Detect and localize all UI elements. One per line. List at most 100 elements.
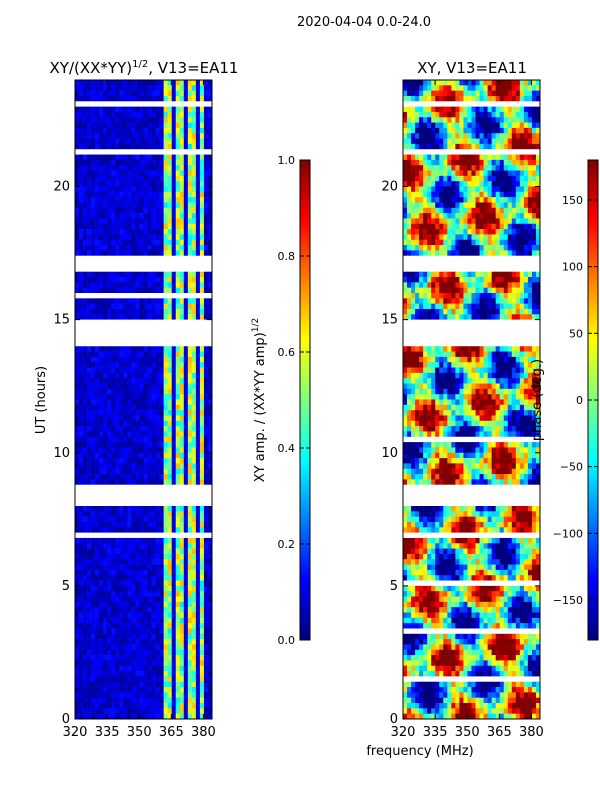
amp-cell [203, 500, 209, 507]
amp-cell [75, 202, 80, 209]
amp-cell [115, 324, 120, 331]
phase-cell [467, 170, 472, 177]
amp-cell [99, 601, 104, 608]
phase-cell [423, 165, 428, 171]
phase-cell [447, 207, 452, 214]
phase-cell [447, 80, 452, 86]
amp-cell [175, 713, 181, 720]
amp-cell [83, 95, 88, 102]
amp-cell [75, 548, 80, 555]
amp-cell [107, 649, 112, 656]
amp-cell [107, 495, 112, 501]
phase-cell [447, 197, 452, 203]
phase-cell [459, 154, 464, 161]
amp-cell [159, 239, 164, 246]
amp-cell [163, 324, 168, 331]
amp-cell [163, 106, 168, 113]
amp-cell [195, 559, 201, 565]
phase-cell [459, 186, 464, 193]
amp-cell [191, 106, 197, 113]
amp-cell [135, 692, 140, 699]
amp-cell [167, 143, 173, 150]
amp-cell [143, 713, 148, 720]
amp-cell [103, 378, 108, 384]
amp-cell [115, 463, 120, 470]
amp-cell [195, 367, 201, 374]
amp-cell [79, 191, 84, 198]
amp-cell [187, 580, 193, 587]
amp-cell [191, 537, 197, 544]
amp-cell [135, 596, 140, 603]
amp-cell [123, 431, 128, 438]
amp-cell [91, 106, 96, 113]
amp-cell [143, 356, 148, 363]
amp-cell [119, 516, 124, 523]
amp-cell [83, 372, 88, 379]
phase-cell [411, 149, 416, 155]
amp-cell [155, 255, 160, 262]
amp-cell [115, 90, 120, 97]
amp-cell [139, 580, 144, 587]
amp-cell [179, 521, 185, 528]
amp-cell [207, 303, 213, 310]
amp-cell [151, 703, 156, 709]
amp-cell [79, 596, 84, 603]
amp-cell [187, 553, 193, 560]
amp-cell [103, 255, 108, 262]
amp-cell [95, 612, 100, 619]
amp-cell [115, 516, 120, 523]
amp-cell [163, 559, 168, 565]
amp-cell [135, 468, 140, 475]
phase-cell [419, 95, 424, 102]
amp-cell [119, 303, 124, 310]
amp-cell [135, 154, 140, 161]
amp-cell [99, 271, 104, 278]
phase-cell [535, 85, 541, 91]
amp-cell [175, 490, 181, 496]
phase-cell [531, 143, 537, 150]
amp-cell [147, 388, 152, 395]
amp-cell [151, 697, 156, 704]
phase-cell [495, 181, 501, 187]
amp-cell [199, 431, 205, 438]
phase-cell [523, 80, 529, 86]
phase-cell [483, 133, 488, 139]
amp-cell [75, 601, 80, 608]
phase-cell [463, 101, 468, 107]
phase-cell [455, 95, 460, 102]
phase-cell [439, 165, 444, 171]
amp-cell [191, 271, 197, 278]
amp-cell [127, 106, 132, 113]
amp-cell [167, 543, 173, 549]
phase-cell [419, 207, 424, 214]
amp-cell [151, 458, 156, 464]
amp-cell [99, 335, 104, 342]
amp-cell [79, 383, 84, 390]
amp-cell [119, 495, 124, 501]
phase-cell [431, 85, 436, 91]
phase-cell [519, 95, 525, 102]
amp-cell [183, 665, 189, 672]
amp-cell [175, 335, 181, 342]
amp-cell [75, 585, 80, 592]
phase-cell [447, 90, 452, 97]
amp-cell [175, 127, 181, 134]
amp-cell [131, 101, 136, 107]
phase-cell [447, 202, 452, 209]
phase-cell [519, 138, 525, 145]
amp-cell [127, 186, 132, 193]
phase-cell [427, 181, 432, 187]
phase-cell [507, 154, 513, 161]
amp-cell [191, 516, 197, 523]
amp-cell [199, 346, 205, 352]
amp-cell [171, 213, 177, 219]
amp-cell [135, 415, 140, 422]
phase-cell [519, 175, 525, 182]
amp-cell [103, 569, 108, 576]
amp-cell [119, 80, 124, 86]
amp-cell [171, 490, 177, 496]
amp-cell [123, 170, 128, 177]
amp-cell [191, 458, 197, 464]
amp-cell [139, 170, 144, 177]
amp-cell [111, 676, 116, 683]
